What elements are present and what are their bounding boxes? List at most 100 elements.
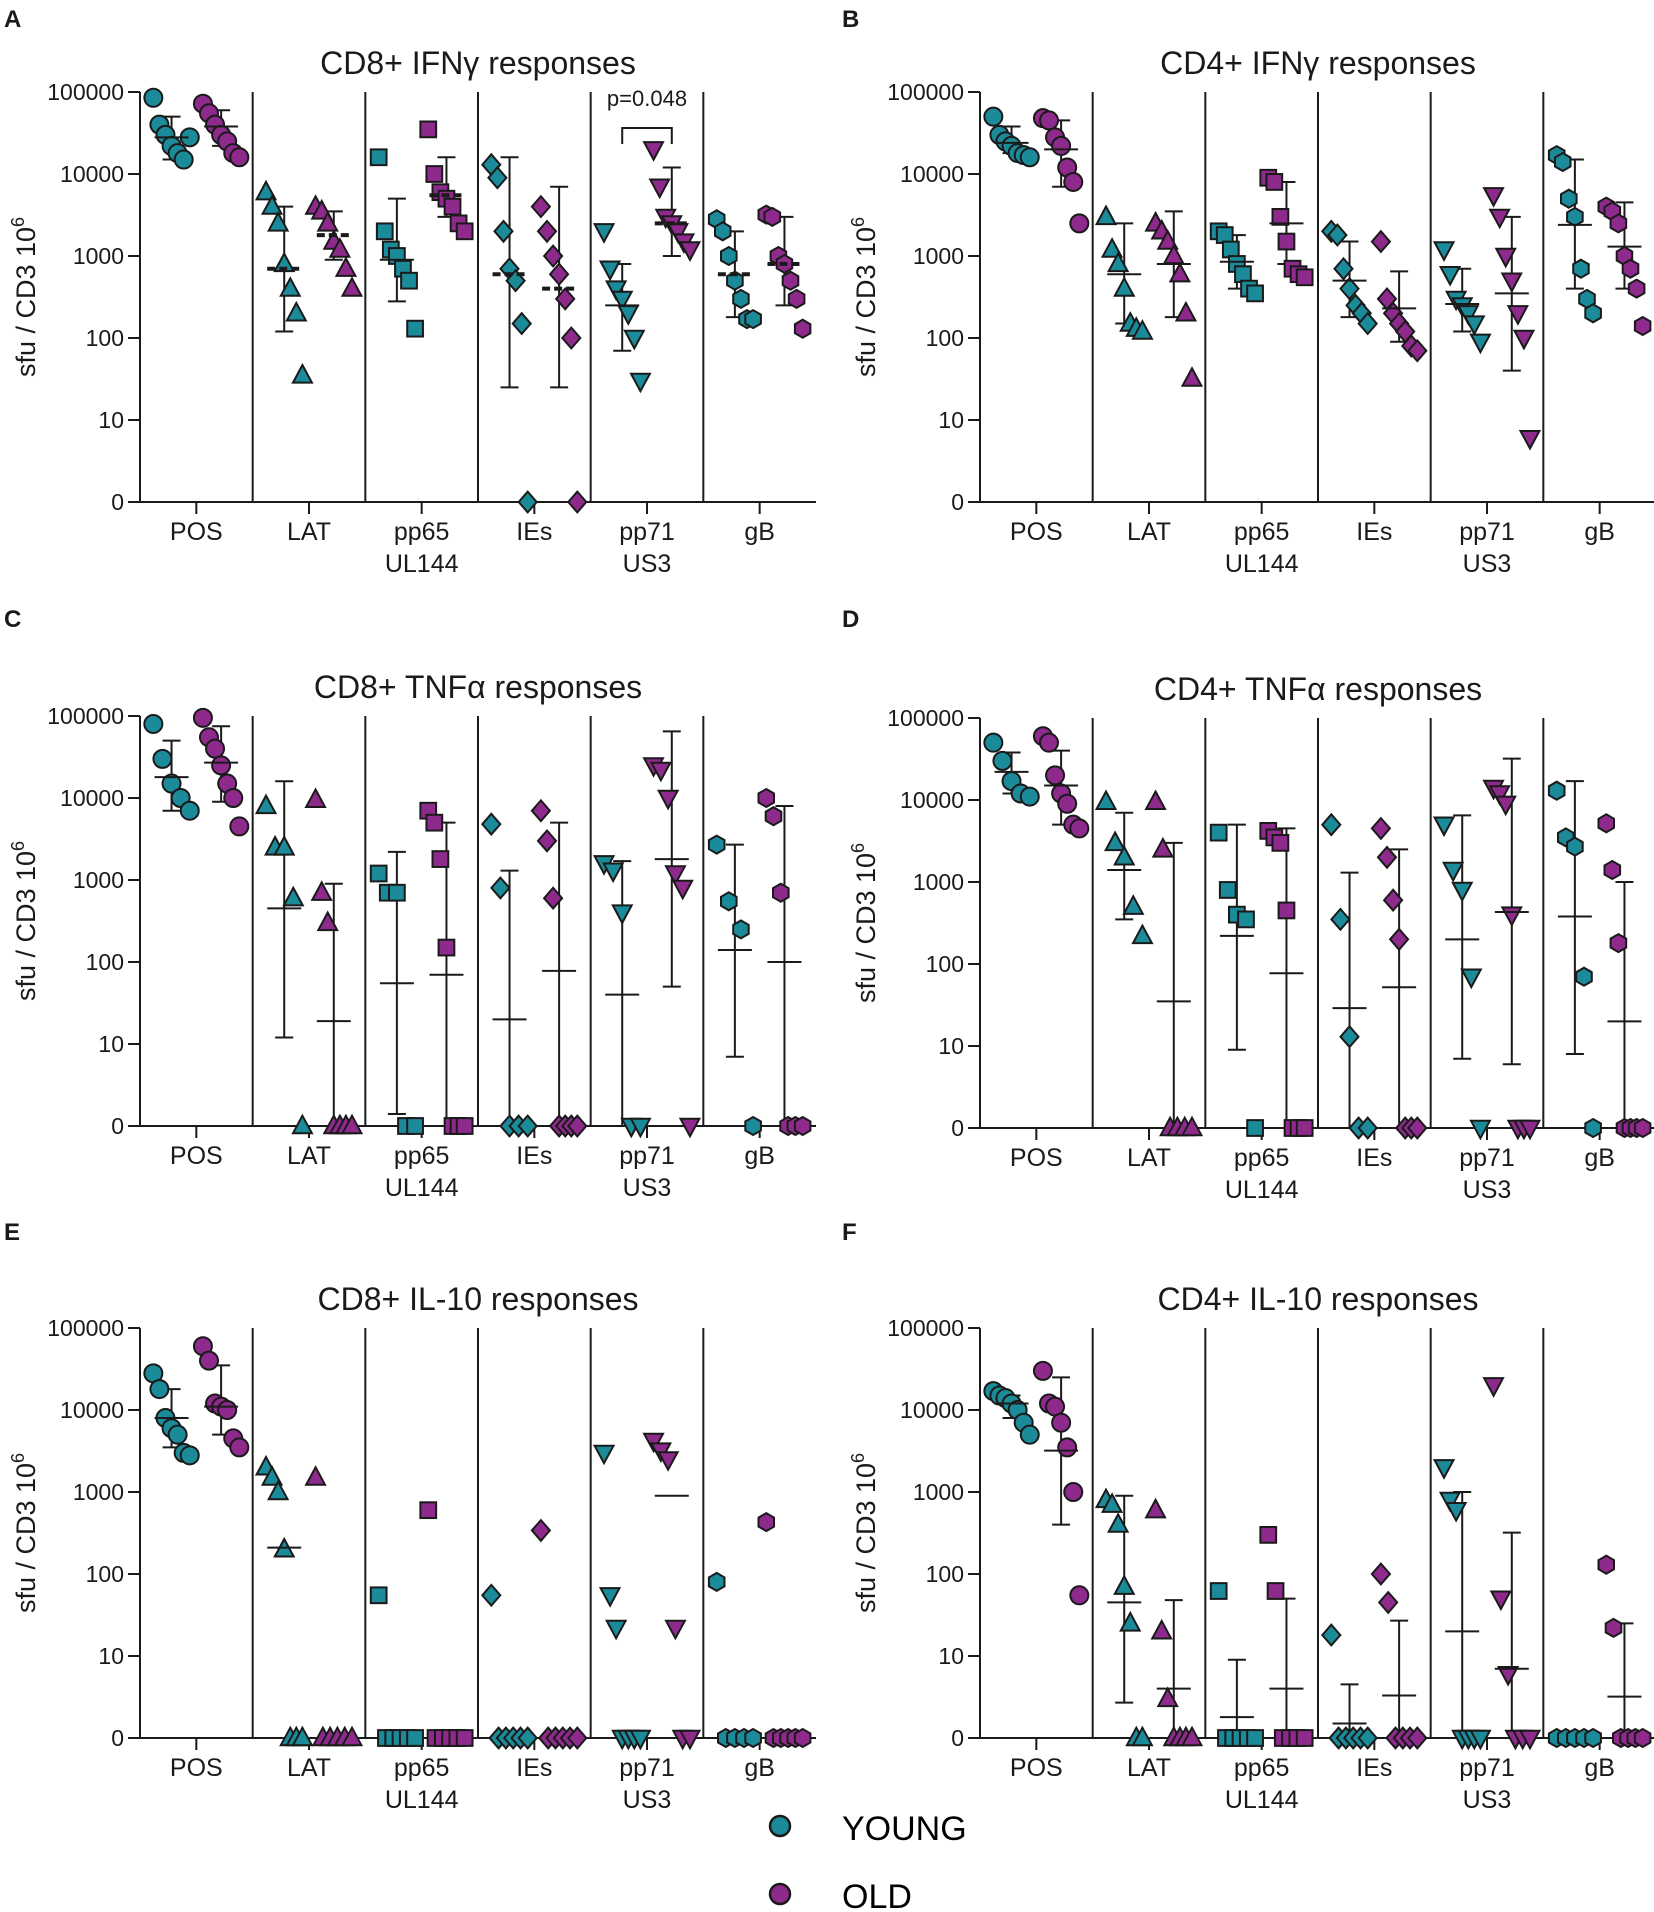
group-young [1094,204,1154,340]
data-point [267,1479,290,1501]
data-point [1584,303,1602,324]
data-point [205,738,226,759]
category-pos: POS [983,726,1090,1172]
data-point [1597,1554,1615,1575]
data-point [431,850,450,868]
category-lat: LAT [1094,204,1204,546]
data-point [1131,319,1154,340]
group-old [757,787,812,1137]
data-point [1246,284,1264,303]
data-point [629,1729,652,1751]
y-tick-label: 100 [926,325,964,351]
y-tick-label: 100 [926,1561,964,1587]
significance-label: p=0.048 [607,86,687,111]
data-point [548,262,570,287]
y-tick-label: 100 [926,951,964,977]
data-point [1584,1727,1602,1749]
y-tick-label: 10000 [900,787,964,813]
group-young [1320,812,1379,1140]
data-point [273,834,296,856]
data-point [369,148,388,167]
x-tick-label: IEs [1356,1754,1392,1782]
group-old [1597,813,1652,1139]
data-point [1500,272,1523,294]
data-point [793,1115,812,1137]
legend: YOUNG OLD [768,1810,967,1912]
data-point [375,222,394,241]
data-point [406,1117,424,1135]
group-old [1032,726,1090,839]
group-young [983,106,1040,168]
data-point [1388,927,1410,952]
category-pos: POS [143,1336,250,1782]
group-old [1370,1562,1428,1750]
data-point [611,904,634,926]
data-point [536,828,558,853]
group-old [530,1518,588,1750]
group-old [419,801,474,1135]
y-tick-label: 100000 [887,1315,964,1341]
group-young [254,179,314,384]
data-point [1265,173,1284,191]
data-point [1494,795,1517,817]
data-point [1457,305,1480,326]
category-pp65: pp65 UL144 [1209,168,1314,578]
panel-title: CD4+ IL-10 responses [1157,1281,1478,1317]
data-point [1174,300,1198,322]
data-point [1603,859,1622,881]
data-point [657,789,680,811]
data-point [1460,968,1483,990]
x-tick-label: POS [170,1142,223,1170]
data-point [1032,1360,1053,1381]
y-tick-label: 100000 [47,703,124,729]
panel-title: CD8+ IFNγ responses [320,45,636,81]
data-point [781,270,800,291]
y-tick-label: 10000 [60,1397,124,1423]
x-tick-label: POS [170,518,223,546]
y-tick-label: 10000 [60,161,124,187]
category-ies: IEs [480,1518,588,1782]
data-point [1445,1502,1468,1523]
data-point [757,1511,775,1533]
y-axis-label: sfu / CD3 106 [848,217,881,377]
data-point [1104,830,1127,852]
data-point [1488,208,1511,230]
x-tick-label: gB [744,1142,775,1170]
data-point [310,880,333,901]
group-old [1032,1360,1090,1606]
data-point [229,1437,250,1458]
y-tick-label: 1000 [913,869,964,895]
data-point [167,1424,188,1445]
data-point [542,244,564,268]
x-tick-label-2: US3 [1463,550,1512,578]
x-tick-label: POS [1010,1754,1063,1782]
data-point [566,490,588,514]
x-tick-label-2: UL144 [385,550,459,578]
data-point [1045,765,1066,786]
data-point [517,490,539,514]
category-pp71: pp71 US3 [1432,1377,1542,1814]
group-young [1094,1487,1154,1747]
data-point [1621,258,1640,279]
y-axis-label-text: sfu / CD3 10 [11,1463,41,1613]
data-point [1168,261,1191,283]
data-point [1469,1119,1492,1141]
data-point [400,271,418,290]
data-point [455,1729,474,1747]
data-point [787,288,806,310]
y-tick-label: 10 [98,1031,124,1057]
group-young [480,812,539,1138]
data-point [1512,329,1536,351]
group-young [480,152,539,514]
data-point [149,1379,170,1400]
x-tick-label: IEs [516,1142,552,1170]
data-point [605,1619,628,1641]
data-point [1218,881,1237,899]
data-point [1604,1617,1623,1639]
x-tick-label: gB [1584,1754,1615,1782]
y-tick-label: 0 [111,1725,124,1751]
data-point [1518,430,1542,451]
data-point [992,750,1013,771]
